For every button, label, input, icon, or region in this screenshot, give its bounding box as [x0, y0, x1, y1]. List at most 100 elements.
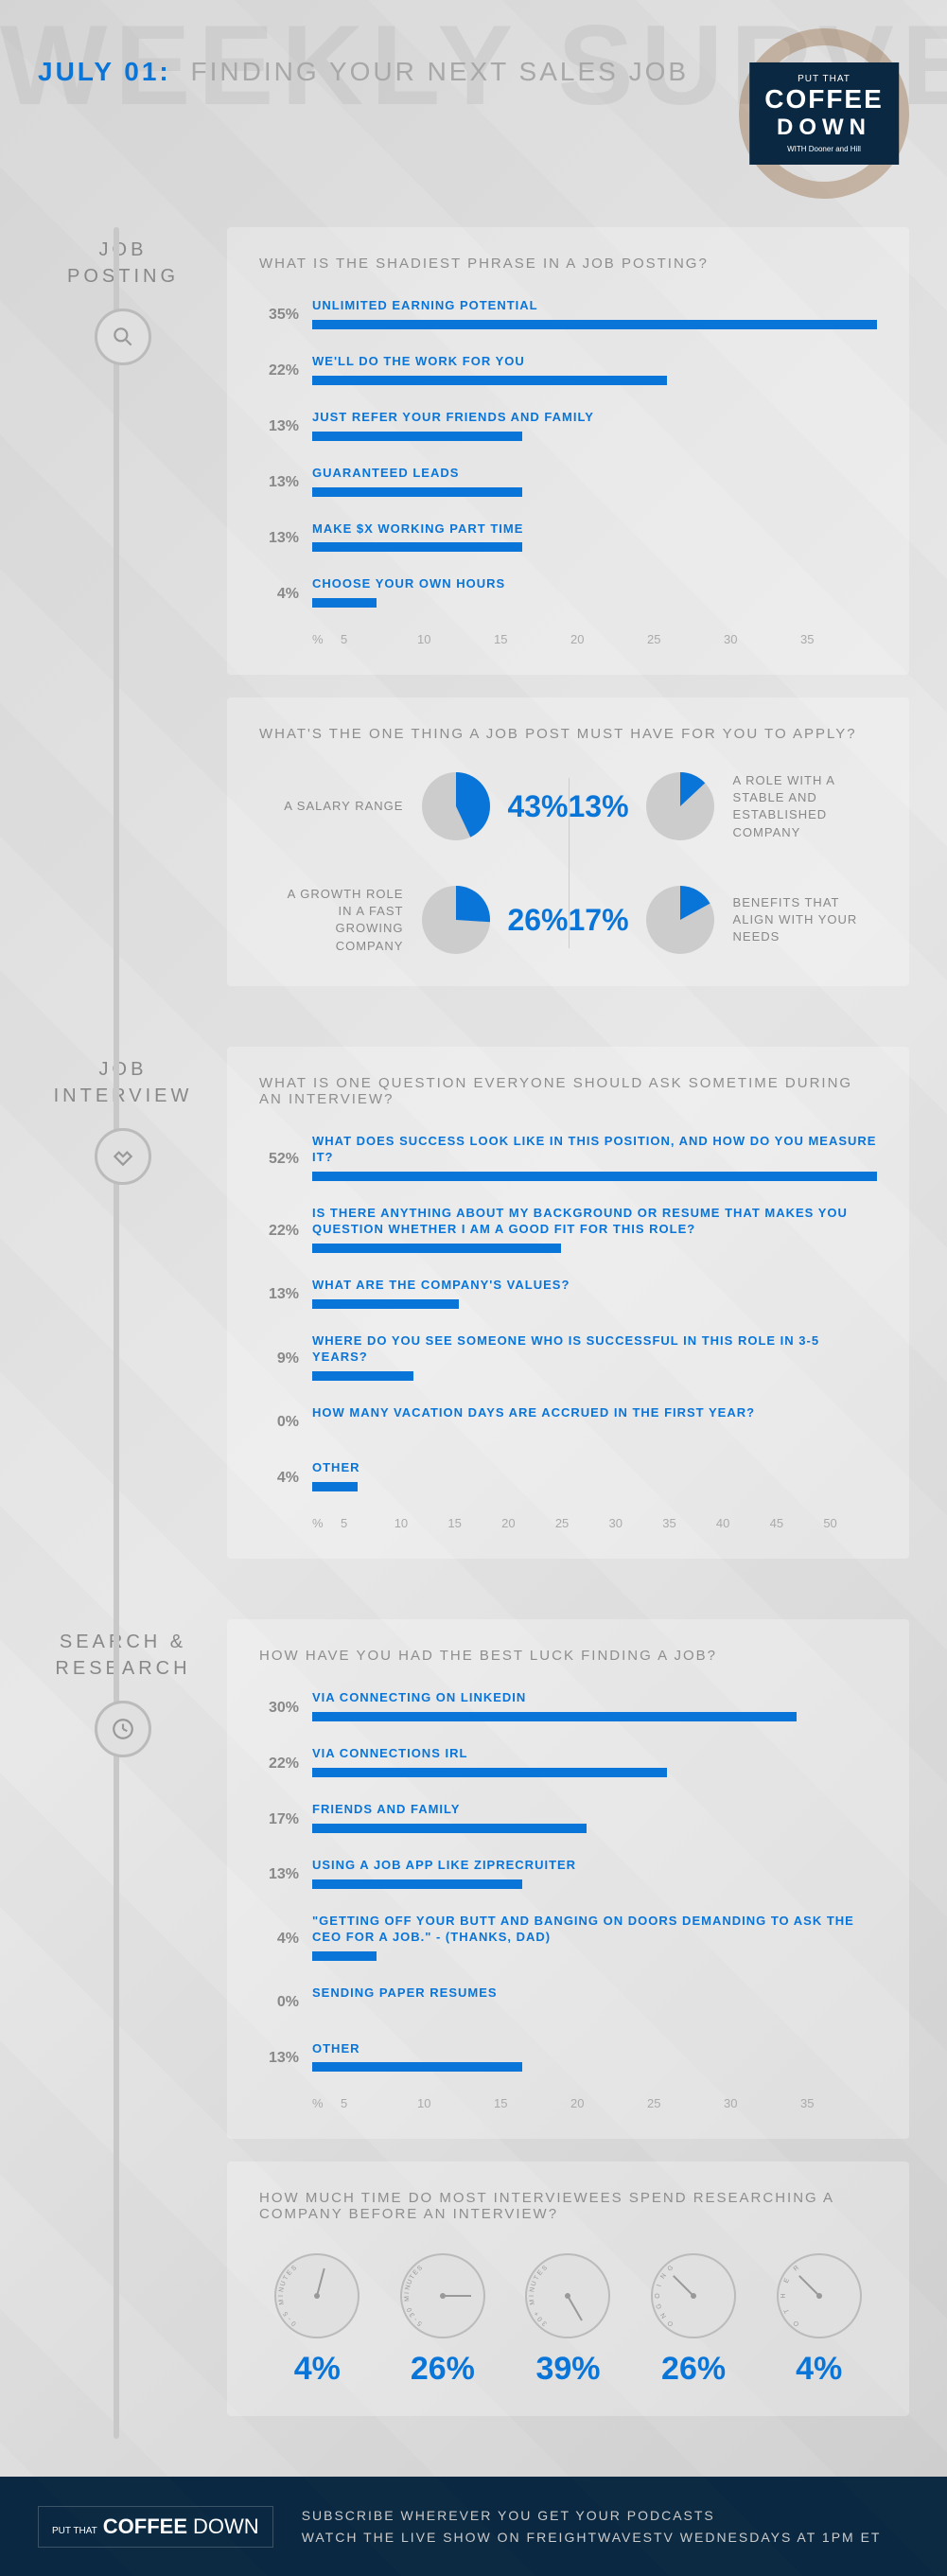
bar-area: WHAT ARE THE COMPANY'S VALUES?	[312, 1278, 877, 1313]
bar-area: WE'LL DO THE WORK FOR YOU	[312, 354, 877, 389]
header-subtitle: FINDING YOUR NEXT SALES JOB	[191, 57, 690, 86]
dial-pct: 26%	[385, 2351, 501, 2388]
bar-area: VIA CONNECTING ON LINKEDIN	[312, 1690, 877, 1725]
logo: PUT THAT COFFEE DOWN WITH Dooner and Hil…	[739, 28, 909, 199]
bar-area: MAKE $X WORKING PART TIME	[312, 521, 877, 556]
bar-pct: 0%	[259, 1994, 312, 2011]
clock-icon: 0-5 MINUTES	[270, 2249, 364, 2343]
clock-icon: 5-30 MINUTES	[395, 2249, 490, 2343]
dial-pct: 4%	[761, 2351, 877, 2388]
clock-icon: ONGOING	[646, 2249, 741, 2343]
logo-put: PUT THAT	[764, 74, 884, 84]
footer-down: DOWN	[193, 2514, 259, 2539]
tick: 20	[570, 632, 647, 646]
bar-label: JUST REFER YOUR FRIENDS AND FAMILY	[312, 410, 877, 426]
bar-label: WHAT DOES SUCCESS LOOK LIKE IN THIS POSI…	[312, 1134, 877, 1166]
tick: 35	[662, 1516, 716, 1530]
footer-line2: WATCH THE LIVE SHOW ON FREIGHTWAVESTV WE…	[302, 2527, 882, 2548]
svg-text:O: O	[655, 2293, 661, 2299]
pie-icon	[642, 768, 718, 844]
bar-pct: 52%	[259, 1151, 312, 1168]
bar-label: SENDING PAPER RESUMES	[312, 1985, 877, 2002]
dial-pct: 39%	[510, 2351, 626, 2388]
bar-row: 4% OTHER	[259, 1460, 877, 1495]
bar-label: VIA CONNECTING ON LINKEDIN	[312, 1690, 877, 1706]
pie-label: A ROLE WITH A STABLE AND ESTABLISHED COM…	[733, 772, 866, 841]
bar-pct: 13%	[259, 2050, 312, 2067]
pie-item: 26% A GROWTH ROLE IN A FAST GROWING COMP…	[259, 882, 569, 958]
bar-pct: 0%	[259, 1414, 312, 1431]
question: HOW HAVE YOU HAD THE BEST LUCK FINDING A…	[259, 1648, 877, 1664]
bar-row: 4% CHOOSE YOUR OWN HOURS	[259, 576, 877, 611]
bar-pct: 13%	[259, 530, 312, 547]
bar-area: HOW MANY VACATION DAYS ARE ACCRUED IN TH…	[312, 1405, 877, 1440]
bar-fill	[312, 1712, 797, 1721]
bar-pct: 13%	[259, 1866, 312, 1883]
tick: 15	[447, 1516, 501, 1530]
footer-text: SUBSCRIBE WHEREVER YOU GET YOUR PODCASTS…	[302, 2505, 882, 2548]
x-axis: %5101520253035404550	[312, 1516, 877, 1530]
bar-row: 13% MAKE $X WORKING PART TIME	[259, 521, 877, 556]
bar-fill	[312, 1299, 459, 1309]
header: JULY 01: FINDING YOUR NEXT SALES JOB PUT…	[0, 0, 947, 227]
bar-fill	[312, 1768, 667, 1777]
dial: ONGOING 26%	[636, 2249, 752, 2388]
section-label: SEARCH &RESEARCH	[38, 1629, 208, 1682]
dial: 5-30 MINUTES 26%	[385, 2249, 501, 2388]
pie-icon	[418, 768, 494, 844]
tick: 30	[724, 2096, 800, 2110]
bar-area: OTHER	[312, 1460, 877, 1495]
bar-row: 13% USING A JOB APP LIKE ZIPRECRUITER	[259, 1858, 877, 1893]
tick: 10	[417, 2096, 494, 2110]
bar-fill	[312, 2062, 522, 2072]
bar-fill	[312, 432, 522, 441]
bar-row: 13% WHAT ARE THE COMPANY'S VALUES?	[259, 1278, 877, 1313]
section-label: JOBINTERVIEW	[38, 1056, 208, 1109]
tick: 15	[494, 632, 570, 646]
pie-item: 17% BENEFITS THAT ALIGN WITH YOUR NEEDS	[569, 882, 878, 958]
bar-label: GUARANTEED LEADS	[312, 466, 877, 482]
pie-icon	[642, 882, 718, 958]
footer-line1: SUBSCRIBE WHEREVER YOU GET YOUR PODCASTS	[302, 2505, 882, 2526]
svg-text:I: I	[278, 2295, 285, 2297]
clock-icon: OTHER	[772, 2249, 867, 2343]
tick: 10	[417, 632, 494, 646]
dial: OTHER 4%	[761, 2249, 877, 2388]
bar-row: 13% GUARANTEED LEADS	[259, 466, 877, 501]
tick: 50	[823, 1516, 877, 1530]
bar-fill	[312, 1244, 561, 1253]
bar-area: SENDING PAPER RESUMES	[312, 1985, 877, 2020]
bar-row: 0% SENDING PAPER RESUMES	[259, 1985, 877, 2020]
bar-area: VIA CONNECTIONS IRL	[312, 1746, 877, 1781]
handshake-icon	[95, 1128, 151, 1185]
bar-pct: 4%	[259, 586, 312, 603]
bar-label: WE'LL DO THE WORK FOR YOU	[312, 354, 877, 370]
logo-box: PUT THAT COFFEE DOWN WITH Dooner and Hil…	[749, 62, 899, 165]
bar-label: WHERE DO YOU SEE SOMEONE WHO IS SUCCESSF…	[312, 1333, 877, 1366]
bar-fill	[312, 1951, 377, 1961]
footer-put: PUT THAT	[52, 2526, 97, 2536]
bar-fill	[312, 598, 377, 608]
svg-text:M: M	[404, 2296, 411, 2303]
x-axis: %5101520253035	[312, 2096, 877, 2110]
bar-pct: 17%	[259, 1811, 312, 1828]
card: HOW MUCH TIME DO MOST INTERVIEWEES SPEND…	[227, 2161, 909, 2416]
page: WEEKLY SURVEY JULY 01: FINDING YOUR NEXT…	[0, 0, 947, 2576]
tick: %	[312, 2096, 341, 2110]
bar-pct: 13%	[259, 474, 312, 491]
bar-area: CHOOSE YOUR OWN HOURS	[312, 576, 877, 611]
pie-pct: 13%	[569, 789, 629, 824]
tick: 35	[800, 632, 877, 646]
bar-row: 4% "GETTING OFF YOUR BUTT AND BANGING ON…	[259, 1914, 877, 1965]
dial: 0-5 MINUTES 4%	[259, 2249, 376, 2388]
bar-label: OTHER	[312, 2041, 877, 2057]
bar-row: 17% FRIENDS AND FAMILY	[259, 1802, 877, 1837]
tick: 15	[494, 2096, 570, 2110]
bar-row: 0% HOW MANY VACATION DAYS ARE ACCRUED IN…	[259, 1405, 877, 1440]
tick: 5	[341, 1516, 395, 1530]
bar-pct: 30%	[259, 1700, 312, 1717]
tick: 30	[724, 632, 800, 646]
tick: 40	[716, 1516, 770, 1530]
bar-fill	[312, 376, 667, 385]
divider	[569, 778, 570, 948]
